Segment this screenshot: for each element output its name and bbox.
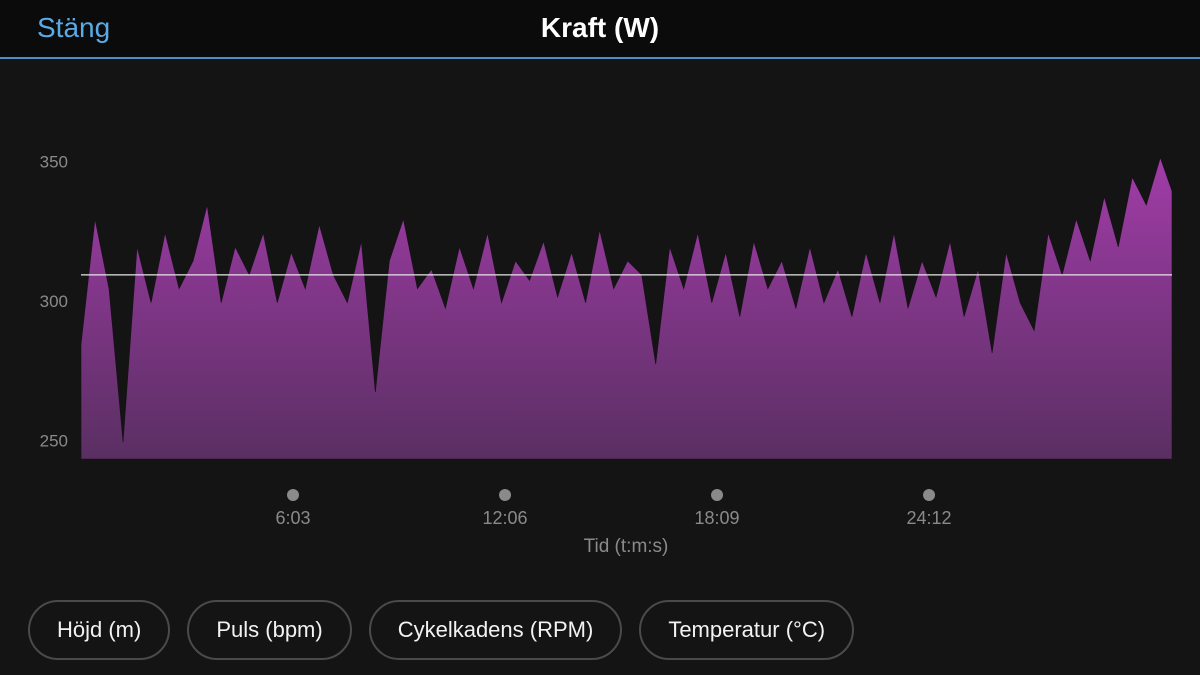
- x-axis-title: Tid (t:m:s): [584, 536, 669, 557]
- metric-button[interactable]: Temperatur (°C): [639, 600, 855, 660]
- x-tick-dot: [711, 489, 724, 501]
- metric-button[interactable]: Höjd (m): [28, 600, 171, 660]
- metric-button[interactable]: Cykelkadens (RPM): [368, 600, 623, 660]
- x-tick-label: 6:03: [275, 508, 310, 528]
- x-tick-label: 18:09: [695, 508, 740, 528]
- y-tick-label: 300: [40, 292, 68, 311]
- power-area: [80, 156, 1173, 460]
- x-tick-dot: [499, 489, 512, 501]
- x-tick-label: 24:12: [907, 508, 952, 528]
- x-tick-dot: [287, 489, 300, 501]
- x-tick-label: 12:06: [482, 508, 527, 528]
- close-button[interactable]: Stäng: [37, 12, 111, 43]
- chart-selector: Höjd (m) Puls (bpm) Cykelkadens (RPM) Tempe…: [28, 600, 855, 660]
- header: Kraft (W) Stäng: [0, 0, 1200, 59]
- screen-title: Kraft (W): [540, 12, 660, 43]
- y-tick-label: 250: [40, 432, 68, 451]
- chart: Tid (t:m:s) 250 300 350 6:03 12:06 18:09 24:12: [40, 153, 1173, 557]
- metric-button[interactable]: Puls (bpm): [187, 600, 352, 660]
- y-tick-label: 350: [40, 153, 68, 172]
- x-tick-dot: [923, 489, 936, 501]
